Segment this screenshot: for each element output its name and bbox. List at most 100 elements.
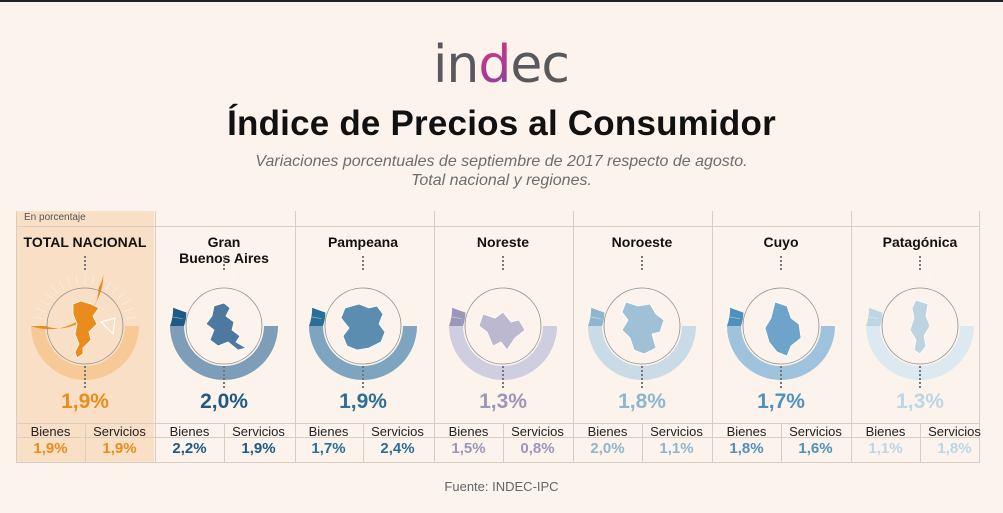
gauge-tick — [683, 316, 694, 320]
gauge-tick — [893, 280, 900, 290]
servicios-value-total: 1,9% — [102, 440, 137, 457]
gauge-tick — [673, 292, 683, 300]
total-value-pampeana: 1,9% — [339, 390, 387, 413]
gauge-tick — [523, 280, 530, 290]
gauge-tick — [39, 299, 49, 306]
row-divider — [16, 437, 980, 438]
bienes-label: Bienes — [308, 424, 349, 439]
gauge-value-arc — [866, 307, 883, 326]
gauge-tick — [238, 277, 243, 287]
gauge-tick — [787, 274, 791, 285]
gauge-tick — [260, 299, 270, 306]
gauge-tick — [590, 316, 601, 320]
gauge-tick — [111, 285, 119, 295]
gauge-tick — [735, 299, 745, 306]
gauge-tick — [493, 274, 497, 285]
gauge-tick — [632, 274, 636, 285]
region-name-line: TOTAL NACIONAL — [23, 234, 147, 250]
total-value-cuyo: 1,7% — [757, 390, 805, 413]
region-name-patagonica: Patagónica — [851, 234, 989, 250]
total-value-noreste: 1,3% — [479, 390, 527, 413]
sub-column-divider — [781, 424, 782, 462]
argentina-map — [72, 300, 100, 359]
gauge-tick — [812, 292, 822, 300]
gauge-tick — [517, 277, 522, 287]
gauge-tick — [542, 307, 552, 312]
servicios-label: Servicios — [650, 424, 703, 439]
bienes-label: Bienes — [865, 424, 906, 439]
gauge-inner-circle — [742, 287, 820, 365]
gauge-inner-circle — [881, 287, 959, 365]
gauge-tick — [934, 277, 939, 287]
region-name-pampeana: Pampeana — [294, 234, 432, 250]
region-name-noreste: Noreste — [434, 234, 572, 250]
gauge-tick — [820, 307, 830, 312]
gauge-tick — [214, 274, 218, 285]
gauge-tick — [544, 316, 555, 320]
region-name-total: TOTAL NACIONAL — [16, 234, 154, 250]
gauge-tick — [51, 285, 59, 295]
total-value-total: 1,9% — [61, 390, 109, 413]
gauge-tick — [244, 280, 251, 290]
gauge-tick — [263, 307, 273, 312]
gauge-tick — [926, 274, 930, 285]
gauge-noroeste — [588, 256, 696, 388]
gauge-total — [31, 256, 139, 388]
region-name-line: Patagónica — [882, 234, 958, 250]
gauge-tick — [124, 307, 134, 312]
gauge-tick — [377, 277, 382, 287]
column-divider — [712, 211, 713, 463]
region-name-line: Cuyo — [763, 234, 799, 250]
gauge-arc-band — [866, 326, 974, 380]
gauge-tick — [58, 280, 65, 290]
gauge-tick — [959, 307, 969, 312]
gauge-tick — [623, 277, 628, 287]
antarctica-sector-icon — [99, 317, 116, 336]
gauge-pampeana — [309, 256, 417, 388]
gauge-tick — [754, 280, 761, 290]
gauge-arc-band — [309, 326, 417, 380]
gauge-tick — [66, 277, 71, 287]
gauge-tick — [75, 274, 79, 285]
gauge-tick — [593, 307, 603, 312]
gauge-tick — [596, 299, 606, 306]
source-note: Fuente: INDEC-IPC — [444, 479, 559, 494]
gauge-inner-circle — [603, 287, 681, 365]
gauge-tick — [946, 285, 954, 295]
gauge-tick — [601, 292, 611, 300]
gauge-tick — [178, 299, 188, 306]
gauge-tick — [454, 307, 464, 312]
column-divider — [295, 211, 296, 463]
gauge-tick — [402, 307, 412, 312]
servicios-label: Servicios — [371, 424, 424, 439]
gauge-tick — [389, 285, 397, 295]
column-divider — [155, 211, 156, 463]
gauge-tick — [476, 280, 483, 290]
gauge-patagonica — [866, 256, 974, 388]
gauge-tick — [121, 299, 131, 306]
gauge-tick — [116, 292, 126, 300]
sub-column-divider — [642, 424, 643, 462]
servicios-value-noroeste: 1,1% — [659, 440, 694, 457]
bienes-value-noreste: 1,5% — [451, 440, 486, 457]
bienes-value-cuyo: 1,8% — [729, 440, 764, 457]
gauge-inner-circle — [324, 287, 402, 365]
gauge-tick — [369, 274, 373, 285]
gauge-tick — [648, 274, 652, 285]
gauge-tick — [404, 316, 415, 320]
gauge-tick — [608, 285, 616, 295]
gauge-arc-band — [727, 326, 835, 380]
gauge-tick — [99, 277, 104, 287]
bienes-value-total: 1,9% — [33, 440, 68, 457]
gauge-tick — [747, 285, 755, 295]
page-subtitle: Variaciones porcentuales de septiembre d… — [0, 152, 1003, 190]
row-divider — [16, 226, 980, 227]
gauge-tick — [668, 285, 676, 295]
gauge-tick — [197, 280, 204, 290]
subtitle-line-2: Total nacional y regiones. — [411, 172, 592, 189]
gauge-tick — [886, 285, 894, 295]
gauge-cuyo — [727, 256, 835, 388]
servicios-value-pampeana: 2,4% — [380, 440, 415, 457]
gauge-inner-circle — [46, 287, 124, 365]
gauge-tick — [183, 292, 193, 300]
